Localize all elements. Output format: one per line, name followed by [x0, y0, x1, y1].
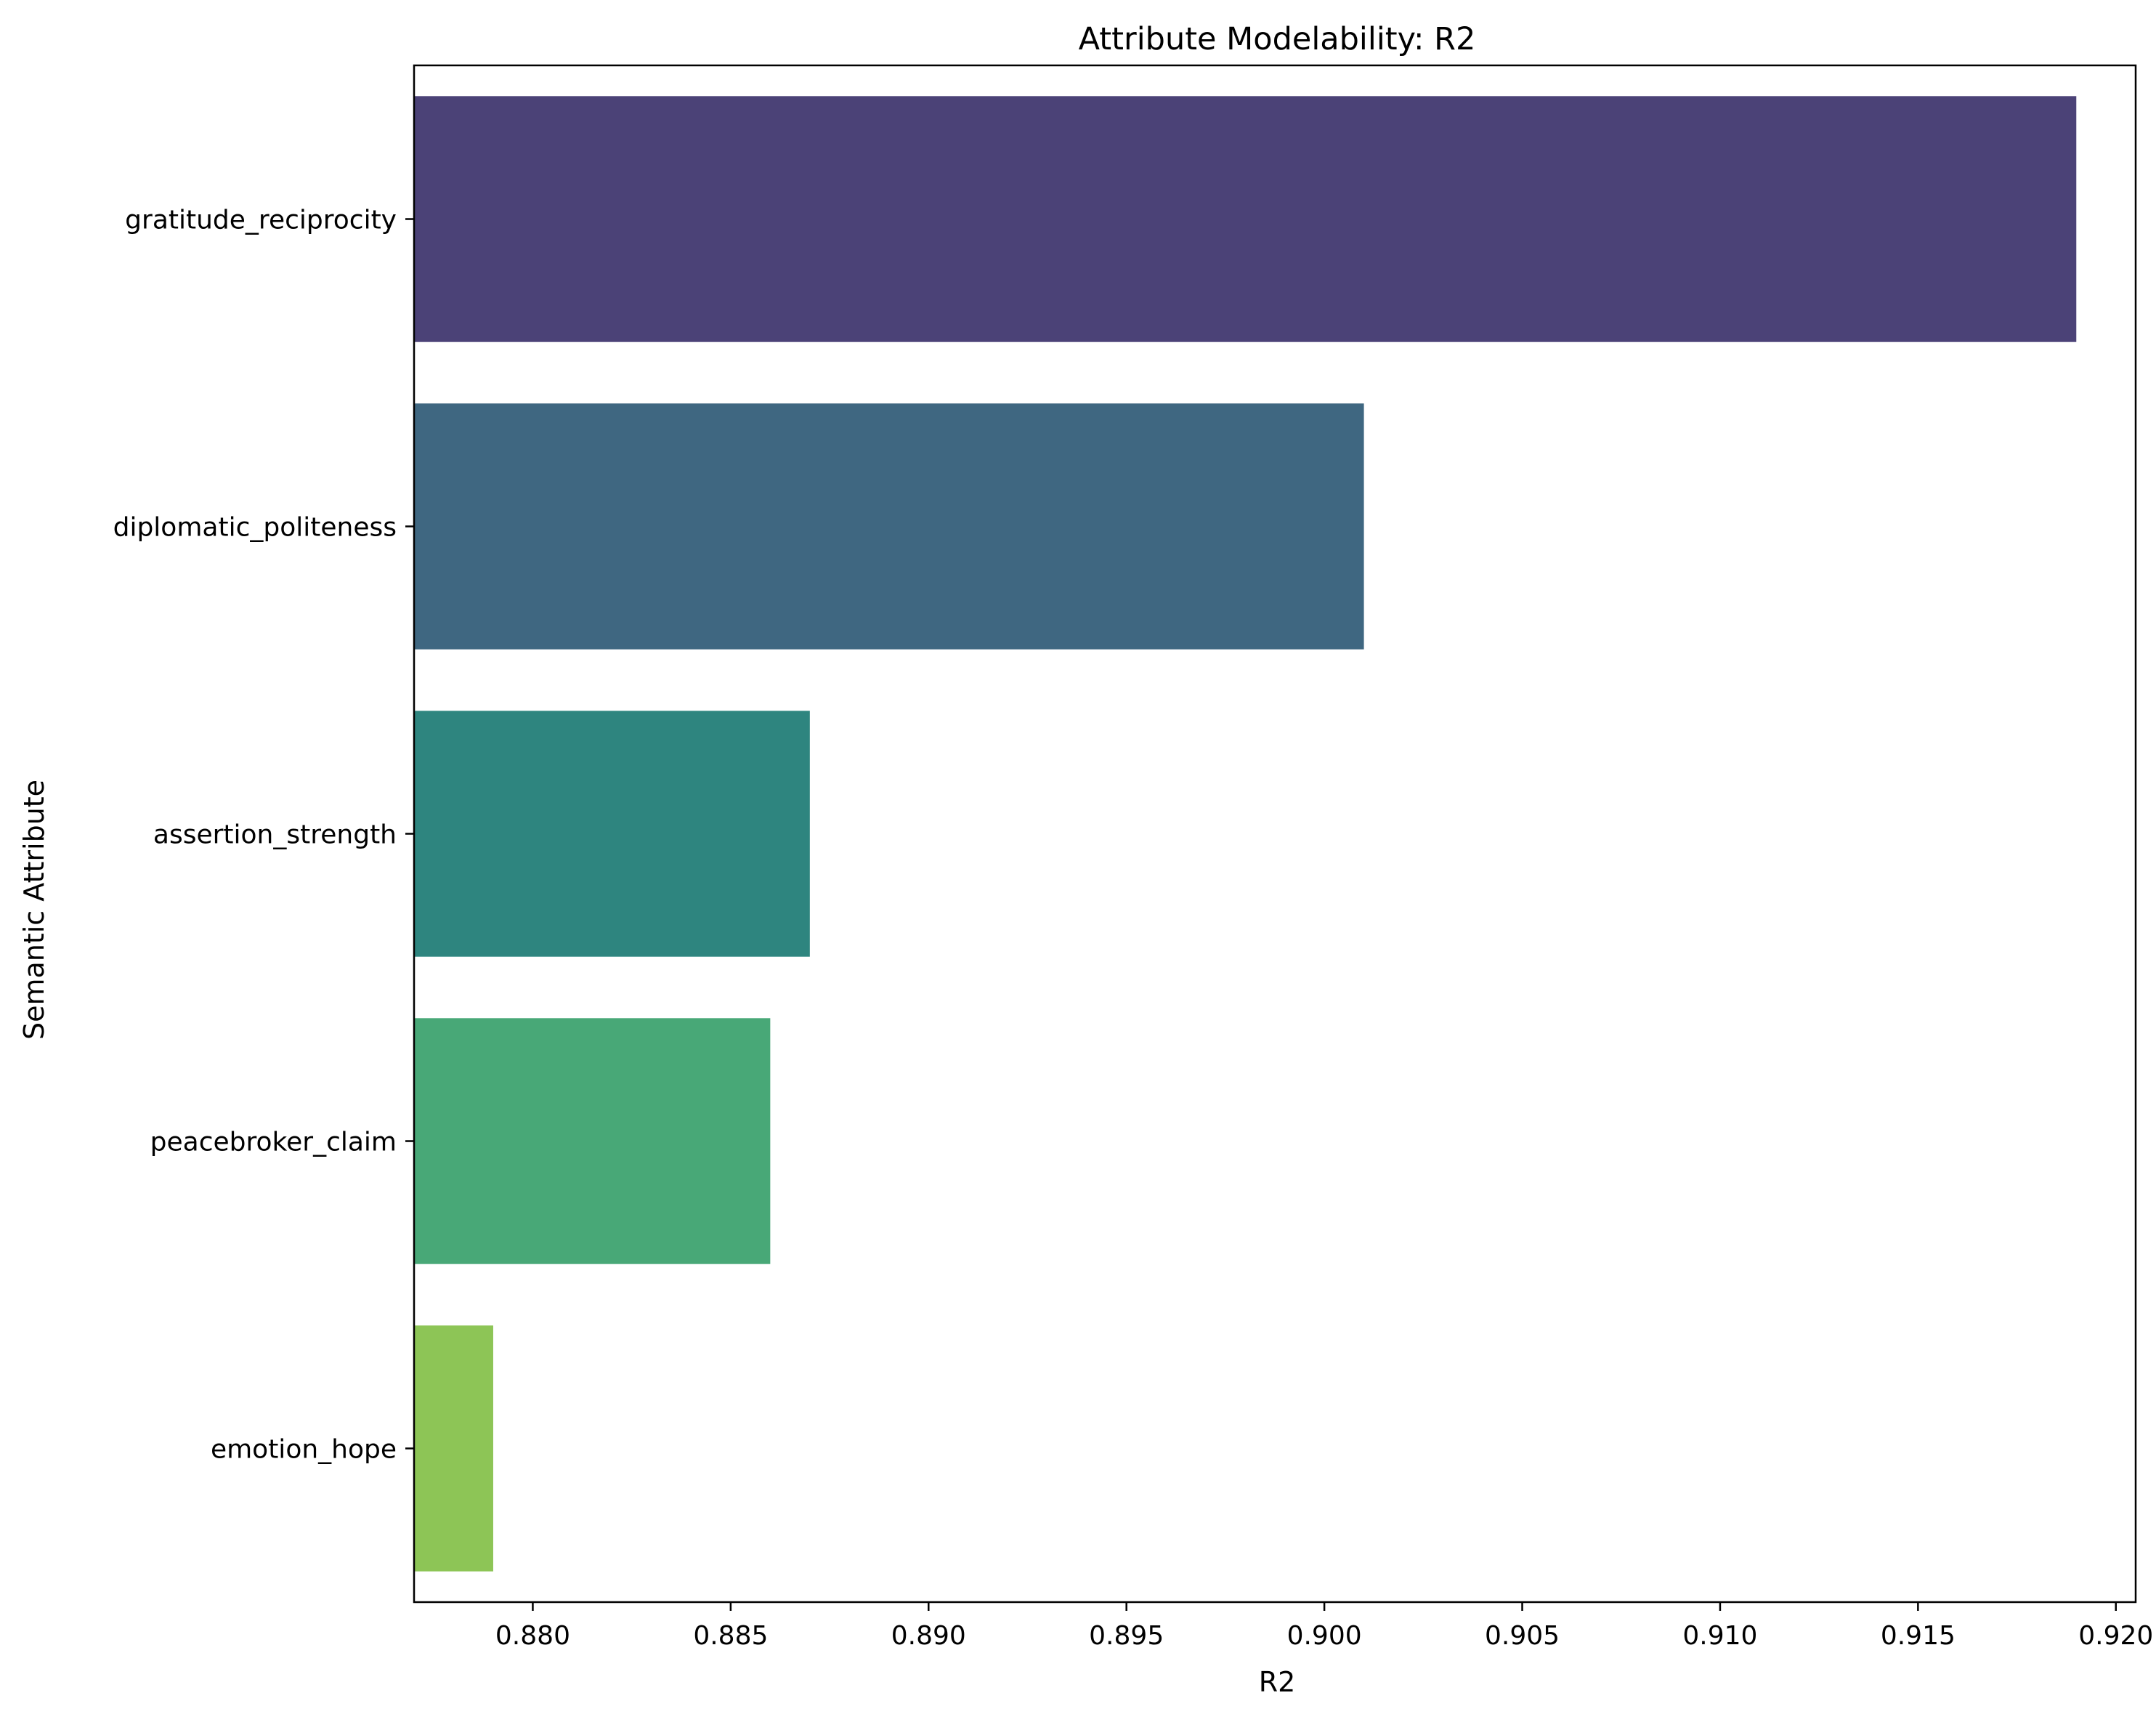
bars-layer: [414, 96, 2077, 1572]
x-axis-label: R2: [1259, 1666, 1296, 1698]
x-tick-label: 0.885: [693, 1621, 768, 1651]
bar-diplomatic-politeness: [414, 403, 1364, 650]
x-tick-label: 0.890: [891, 1621, 966, 1651]
chart-title: Attribute Modelability: R2: [1079, 21, 1476, 57]
bar-gratitude-reciprocity: [414, 96, 2077, 342]
y-tick-label: assertion_strength: [153, 820, 397, 850]
y-tick-label: emotion_hope: [211, 1435, 397, 1465]
bar-peacebroker-claim: [414, 1018, 771, 1264]
bar-emotion-hope: [414, 1325, 493, 1572]
x-tick-label: 0.920: [2078, 1621, 2153, 1651]
x-tick-label: 0.880: [495, 1621, 570, 1651]
plot-frame: [413, 64, 2137, 1604]
x-tick-label: 0.910: [1682, 1621, 1757, 1651]
ticks-layer: gratitude_reciprocity diplomatic_politene…: [113, 206, 2154, 1652]
x-tick-label: 0.915: [1881, 1621, 1956, 1651]
x-tick-label: 0.900: [1287, 1621, 1362, 1651]
y-axis-label: Semantic Attribute: [18, 780, 50, 1040]
x-tick-label: 0.905: [1485, 1621, 1560, 1651]
x-tick-label: 0.895: [1089, 1621, 1164, 1651]
y-tick-label: peacebroker_claim: [150, 1128, 397, 1157]
y-tick-label: gratitude_reciprocity: [125, 206, 397, 235]
y-tick-label: diplomatic_politeness: [113, 513, 397, 543]
bar-assertion-strength: [414, 711, 810, 957]
